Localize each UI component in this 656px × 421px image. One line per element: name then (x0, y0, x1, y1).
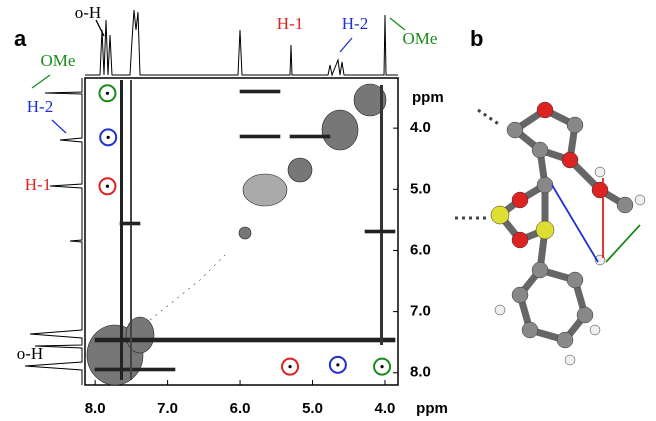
cross-peak (105, 91, 110, 95)
pointer-arrow (389, 17, 406, 31)
annotation: o-H (75, 3, 101, 22)
y-axis-label: ppm (412, 89, 444, 106)
x-tick-label: 4.0 (375, 400, 396, 417)
cross-peak-circle (98, 177, 117, 196)
annotation: OMe (403, 29, 438, 48)
y-tick-label: 6.0 (410, 241, 431, 258)
cross-peak-circle (328, 355, 347, 374)
x-tick-label: 7.0 (157, 400, 178, 417)
cross-peak-circle (281, 357, 300, 376)
annotation: H-2 (27, 97, 53, 116)
annotation: H-1 (277, 14, 303, 33)
y-tick-label: 8.0 (410, 364, 431, 381)
bond-stub (455, 108, 501, 220)
x-tick-label: 6.0 (230, 400, 251, 417)
pointer-arrow (31, 74, 51, 89)
atoms (490, 101, 646, 366)
annotation: OMe (41, 51, 76, 70)
cross-peak (105, 184, 110, 188)
left-projection (24, 78, 83, 385)
spectrum (86, 80, 396, 386)
y-tick-label: 7.0 (410, 303, 431, 320)
x-tick-label: 8.0 (85, 400, 106, 417)
pointer-arrow (339, 37, 353, 53)
annotation: o-H (17, 344, 43, 363)
plot-frame (84, 77, 399, 386)
molecule (496, 106, 629, 344)
x-axis-label: ppm (416, 400, 448, 417)
cross-peak (288, 365, 292, 369)
cross-peak (336, 363, 340, 367)
x-tick-label: 5.0 (302, 400, 323, 417)
annotation: H-2 (342, 14, 368, 33)
y-tick-label: 5.0 (410, 180, 431, 197)
cross-peak (380, 365, 384, 369)
top-projection (85, 9, 398, 77)
cross-peak-circle (99, 128, 118, 147)
pointer-arrow (95, 19, 105, 37)
annotation: H-1 (25, 175, 51, 194)
pointer-arrow (51, 119, 67, 134)
noe-arrows (551, 178, 641, 263)
cross-peak-circle (98, 84, 117, 103)
cross-peak-circle (373, 357, 392, 376)
panel-label: a (14, 26, 27, 51)
cross-peak (106, 135, 110, 139)
panel-label: b (470, 26, 483, 51)
y-tick-label: 4.0 (410, 119, 431, 136)
